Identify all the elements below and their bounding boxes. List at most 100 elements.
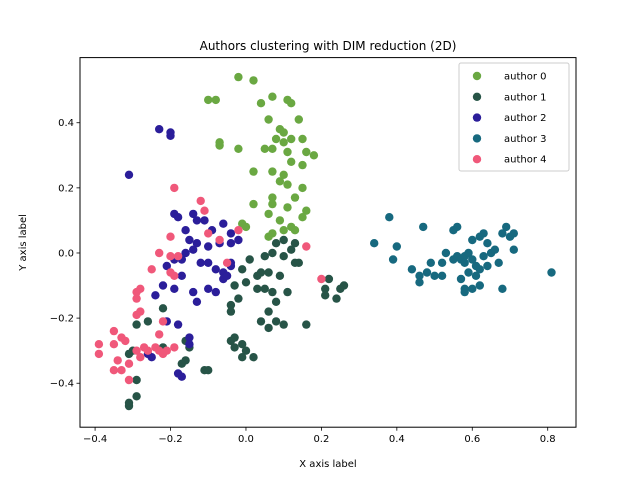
point bbox=[479, 252, 488, 261]
point bbox=[264, 115, 273, 124]
point bbox=[226, 229, 236, 238]
point bbox=[264, 307, 273, 316]
point bbox=[177, 359, 186, 368]
point bbox=[132, 346, 141, 355]
point bbox=[287, 157, 296, 166]
point bbox=[222, 258, 232, 267]
point bbox=[226, 300, 236, 310]
point bbox=[113, 356, 122, 365]
point bbox=[234, 294, 243, 303]
point bbox=[219, 219, 228, 228]
point bbox=[196, 258, 205, 267]
legend-entry: author 1 bbox=[472, 92, 547, 103]
point bbox=[256, 317, 266, 326]
point bbox=[268, 248, 277, 258]
point bbox=[173, 213, 183, 222]
point bbox=[490, 245, 500, 254]
legend-marker bbox=[472, 113, 482, 122]
point bbox=[268, 167, 277, 176]
x-tick-label: 0.4 bbox=[389, 434, 405, 445]
point bbox=[94, 340, 104, 349]
point bbox=[249, 353, 258, 362]
legend-box bbox=[458, 62, 570, 172]
point bbox=[321, 284, 330, 293]
legend-entry: author 2 bbox=[472, 113, 547, 124]
point bbox=[234, 226, 243, 235]
point bbox=[234, 235, 243, 245]
point bbox=[166, 232, 175, 241]
point bbox=[453, 222, 462, 232]
y-tick-label: −0.4 bbox=[50, 379, 74, 390]
point bbox=[415, 278, 424, 287]
point bbox=[173, 320, 183, 329]
point bbox=[268, 92, 277, 101]
point bbox=[287, 245, 296, 254]
chart-title: Authors clustering with DIM reduction (2… bbox=[200, 39, 457, 53]
point bbox=[392, 242, 401, 251]
point bbox=[132, 375, 141, 385]
point bbox=[419, 222, 428, 232]
point bbox=[502, 222, 511, 232]
point bbox=[166, 252, 175, 261]
point bbox=[200, 206, 209, 215]
point bbox=[290, 258, 300, 267]
point bbox=[249, 199, 258, 209]
point bbox=[483, 239, 492, 248]
point bbox=[479, 229, 488, 238]
point bbox=[226, 307, 236, 316]
x-tick-label: −0.4 bbox=[83, 434, 107, 445]
y-axis-ticks: −0.4 −0.2 0.0 0.2 0.4 bbox=[50, 118, 80, 390]
point bbox=[268, 199, 277, 209]
point bbox=[302, 320, 311, 329]
point bbox=[143, 317, 153, 326]
point bbox=[124, 398, 134, 407]
legend-label: author 4 bbox=[504, 155, 547, 166]
point bbox=[215, 235, 224, 245]
point bbox=[211, 287, 220, 297]
point bbox=[170, 343, 179, 352]
point bbox=[324, 274, 334, 284]
point bbox=[298, 134, 307, 144]
point bbox=[287, 99, 296, 108]
point bbox=[547, 268, 556, 277]
point bbox=[509, 229, 518, 238]
point bbox=[177, 271, 186, 280]
point bbox=[370, 239, 379, 248]
point bbox=[230, 281, 239, 290]
legend-entry: author 3 bbox=[472, 134, 547, 145]
point bbox=[475, 265, 484, 274]
point bbox=[132, 320, 141, 329]
legend-label: author 3 bbox=[504, 134, 547, 145]
point bbox=[426, 258, 435, 267]
point bbox=[155, 330, 164, 339]
point bbox=[162, 261, 171, 271]
point bbox=[460, 258, 469, 267]
x-tick-label: 0.2 bbox=[313, 434, 329, 445]
point bbox=[245, 255, 254, 264]
point bbox=[275, 216, 285, 225]
point bbox=[317, 274, 326, 284]
point bbox=[238, 340, 247, 349]
point bbox=[230, 343, 239, 352]
point bbox=[211, 265, 220, 274]
point bbox=[253, 284, 262, 293]
point bbox=[124, 359, 134, 368]
point bbox=[204, 258, 213, 267]
series-4 bbox=[94, 183, 326, 385]
points-layer bbox=[94, 72, 556, 411]
y-tick-label: 0.4 bbox=[58, 118, 74, 129]
legend-label: author 2 bbox=[504, 113, 547, 124]
point bbox=[204, 95, 213, 105]
point bbox=[155, 248, 164, 258]
point bbox=[509, 245, 518, 254]
point bbox=[283, 287, 292, 297]
point bbox=[332, 294, 341, 303]
x-tick-label: 0.0 bbox=[238, 434, 254, 445]
point bbox=[215, 141, 224, 150]
point bbox=[192, 216, 202, 225]
legend-marker bbox=[472, 71, 482, 81]
point bbox=[222, 271, 232, 280]
point bbox=[256, 99, 266, 108]
point bbox=[464, 248, 473, 258]
